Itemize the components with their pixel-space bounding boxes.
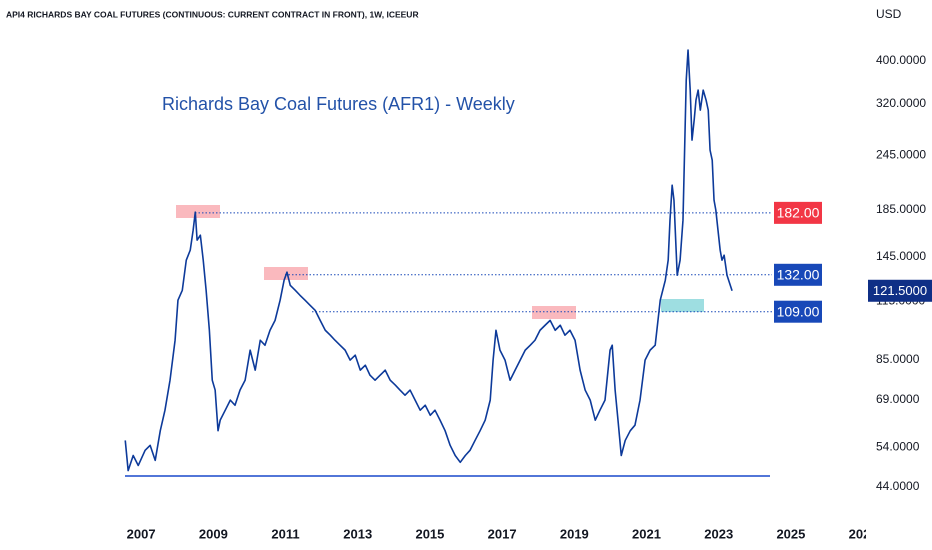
level-label: 182.00: [777, 205, 820, 221]
price-line: [124, 49, 733, 472]
level-badge: [774, 263, 822, 286]
highlight-box: [661, 299, 704, 312]
x-tick-label: 2025: [776, 526, 805, 541]
x-tick-label: 2007: [127, 526, 156, 541]
level-label: 109.00: [777, 303, 820, 319]
last-price-badge: [868, 279, 932, 302]
y-tick-label: 185.0000: [876, 202, 926, 216]
x-tick-label: 2017: [488, 526, 517, 541]
x-tick-label: 2011: [271, 526, 299, 541]
y-tick-label: 85.0000: [876, 352, 920, 366]
chart-header: API4 RICHARDS BAY COAL FUTURES (CONTINUO…: [6, 9, 419, 19]
y-tick-label: 69.0000: [876, 392, 920, 406]
y-tick-label: 44.0000: [876, 479, 920, 493]
level-badge: [774, 201, 822, 224]
y-tick-label: 320.0000: [876, 96, 926, 110]
x-tick-label: 2015: [415, 526, 444, 541]
currency-label: USD: [876, 7, 902, 21]
x-tick-label: 2013: [343, 526, 372, 541]
y-tick-label: 400.0000: [876, 53, 926, 67]
chart-title: Richards Bay Coal Futures (AFR1) - Weekl…: [162, 94, 515, 114]
y-tick-label: 54.0000: [876, 439, 920, 453]
level-label: 132.00: [777, 266, 820, 282]
level-badge: [774, 300, 822, 323]
x-tick-label: 2019: [560, 526, 589, 541]
x-tick-label: 2027: [849, 526, 878, 541]
x-tick-label: 2023: [704, 526, 733, 541]
x-tick-label: 2021: [632, 526, 661, 541]
highlight-box: [176, 205, 220, 218]
y-tick-label: 245.0000: [876, 148, 926, 162]
last-price-label: 121.5000: [873, 283, 927, 298]
highlight-box: [532, 306, 576, 319]
x-tick-label: 2009: [199, 526, 228, 541]
y-tick-label: 145.0000: [876, 249, 926, 263]
x-axis: 2007 2009 2011 2013 2015 2017 2019 2021 2023 2025…: [127, 526, 878, 541]
